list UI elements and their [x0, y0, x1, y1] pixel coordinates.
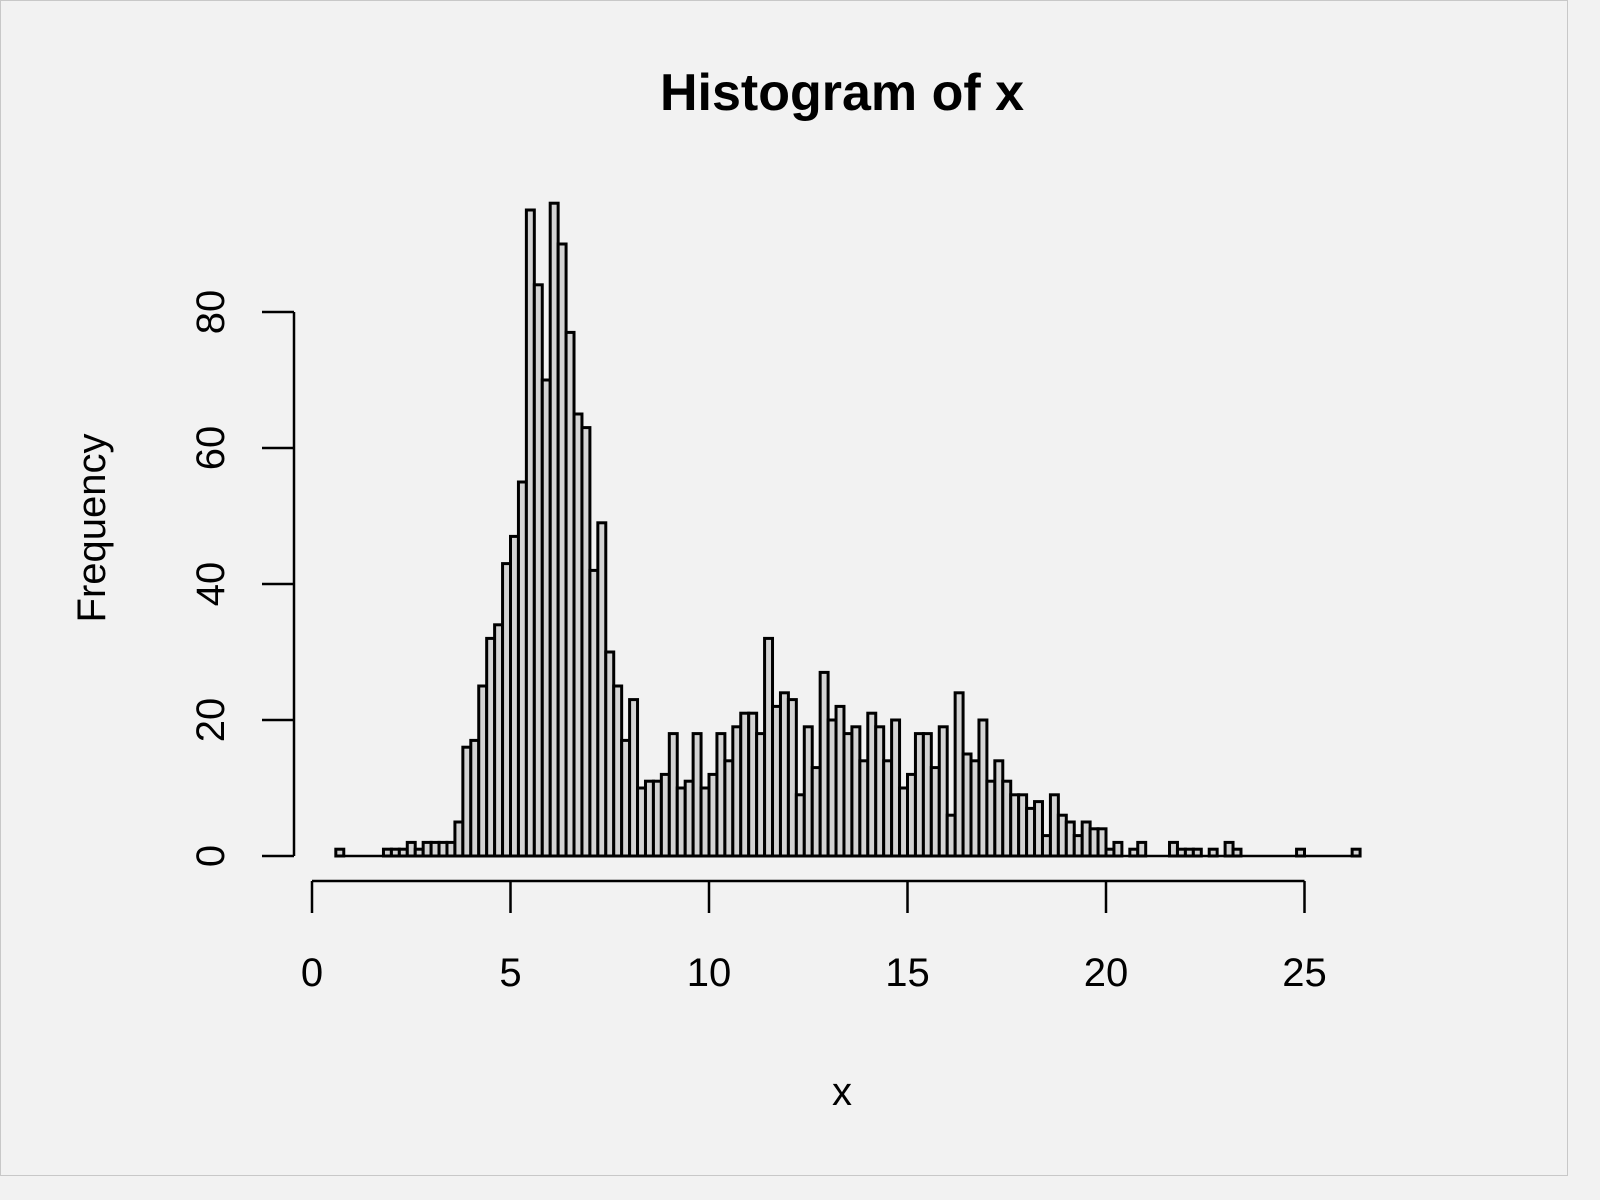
chart-title: Histogram of x: [660, 64, 1024, 122]
histogram-bar: [1350, 847, 1362, 858]
plot-frame: [0, 0, 1568, 1176]
histogram-bar: [1112, 840, 1124, 858]
y-tick-label: 20: [189, 698, 233, 743]
histogram-bar: [1207, 847, 1219, 858]
histogram-bar: [1136, 840, 1148, 858]
histogram-bar: [334, 847, 346, 858]
x-tick-label: 25: [1282, 951, 1327, 995]
y-tick-label: 0: [189, 845, 233, 867]
y-axis-title: Frequency: [70, 434, 114, 623]
y-tick-label: 40: [189, 562, 233, 607]
x-tick-label: 20: [1084, 951, 1129, 995]
x-tick-label: 0: [301, 951, 323, 995]
histogram-bar: [1033, 800, 1044, 858]
histogram-bar: [1191, 847, 1203, 858]
bars-group: [334, 201, 1362, 858]
histogram-bar: [786, 698, 798, 858]
x-tick-label: 10: [687, 951, 732, 995]
x-axis-title: x: [832, 1070, 852, 1114]
histogram-chart: Histogram of x x Frequency 0 5 10 15 20 25 0 20…: [70, 64, 1362, 1114]
histogram-bar: [628, 698, 640, 858]
histogram-bar: [1231, 847, 1243, 858]
histogram-bar: [937, 725, 949, 858]
y-tick-label: 60: [189, 426, 233, 471]
y-tick-label: 80: [189, 290, 233, 335]
axes-group: 0 5 10 15 20 25 0 20 40 60 80: [189, 290, 1327, 995]
histogram-bar: [1096, 827, 1108, 858]
histogram-bar: [1295, 847, 1307, 858]
x-tick-label: 5: [499, 951, 521, 995]
x-tick-label: 15: [885, 951, 930, 995]
